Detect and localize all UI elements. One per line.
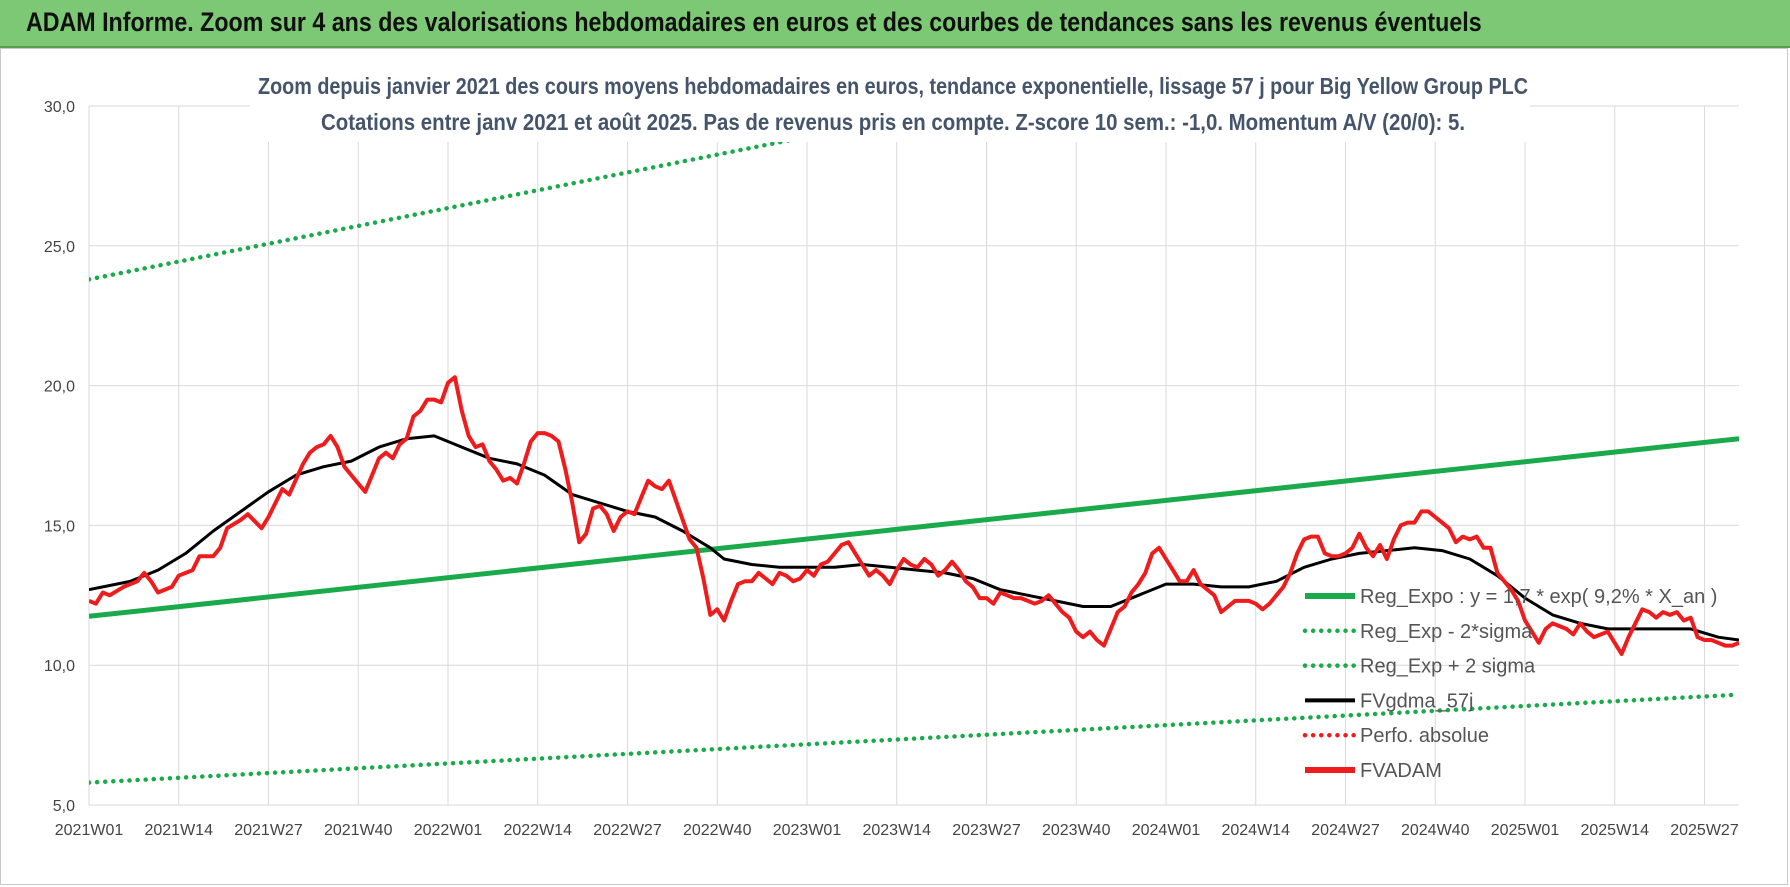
x-tick-label: 2023W27 xyxy=(952,822,1021,839)
x-tick-label: 2022W27 xyxy=(593,822,662,839)
chart-subtitle-line-2: Cotations entre janv 2021 et août 2025. … xyxy=(321,109,1465,135)
x-tick-label: 2022W01 xyxy=(414,822,483,839)
legend-label: Reg_Exp - 2*sigma xyxy=(1360,621,1533,643)
legend-label: FVADAM xyxy=(1360,760,1442,782)
y-tick-label: 25,0 xyxy=(44,239,75,256)
legend: Reg_Expo : y = 1,7 * exp( 9,2% * X_an ) R… xyxy=(1302,586,1717,782)
y-tick-label: 20,0 xyxy=(44,379,75,396)
upper-band-label-mask xyxy=(1220,102,1530,138)
x-tick-label: 2021W40 xyxy=(324,822,393,839)
axes: 5,0 10,0 15,0 20,0 25,0 30,0 2021W01 2021W14 202… xyxy=(44,99,1739,839)
y-tick-label: 30,0 xyxy=(44,99,75,116)
x-tick-label: 2024W14 xyxy=(1221,822,1290,839)
x-tick-label: 2024W01 xyxy=(1132,822,1201,839)
x-tick-label: 2025W14 xyxy=(1580,822,1649,839)
x-tick-label: 2025W01 xyxy=(1491,822,1560,839)
series-reg-exp-2-sigma xyxy=(89,100,979,282)
legend-label: Perfo. absolue xyxy=(1360,725,1489,747)
x-tick-label: 2023W40 xyxy=(1042,822,1111,839)
x-tick-label: 2022W40 xyxy=(683,822,752,839)
x-tick-label: 2021W01 xyxy=(55,822,124,839)
x-tick-label: 2024W40 xyxy=(1401,822,1470,839)
x-tick-label: 2025W27 xyxy=(1670,822,1739,839)
x-tick-label: 2021W14 xyxy=(144,822,213,839)
series-reg-expo-y-1-7-exp-9-2-x-an xyxy=(89,436,1739,619)
x-tick-label: 2021W27 xyxy=(234,822,303,839)
legend-label: Reg_Exp + 2 sigma xyxy=(1360,656,1536,678)
legend-label: Reg_Expo : y = 1,7 * exp( 9,2% * X_an ) xyxy=(1360,586,1717,608)
grid xyxy=(88,105,1739,806)
x-tick-label: 2024W27 xyxy=(1311,822,1380,839)
series-fvgdma-57j xyxy=(89,434,1739,642)
title-banner: ADAM Informe. Zoom sur 4 ans des valoris… xyxy=(0,0,1790,48)
series-fvadam xyxy=(89,375,1739,656)
y-tick-label: 15,0 xyxy=(44,518,75,535)
y-tick-label: 10,0 xyxy=(44,658,75,675)
x-tick-label: 2022W14 xyxy=(503,822,572,839)
y-tick-label: 5,0 xyxy=(53,798,75,815)
series-layer xyxy=(89,100,1739,785)
legend-label: FVgdma_57j xyxy=(1360,690,1473,712)
x-tick-label: 2023W14 xyxy=(862,822,931,839)
series-reg-exp-2-sigma xyxy=(89,692,1739,785)
chart-frame xyxy=(0,48,1788,885)
page-title: ADAM Informe. Zoom sur 4 ans des valoris… xyxy=(26,7,1482,37)
x-tick-label: 2023W01 xyxy=(773,822,842,839)
chart-subtitle-line-1: Zoom depuis janvier 2021 des cours moyen… xyxy=(258,73,1528,99)
